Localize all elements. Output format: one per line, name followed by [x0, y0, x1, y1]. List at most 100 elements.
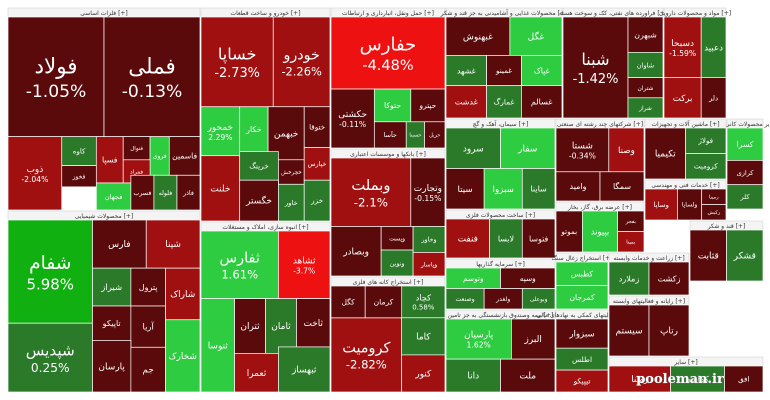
stock-tile[interactable]	[663, 16, 702, 78]
stock-tile[interactable]	[489, 218, 523, 259]
stock-tile[interactable]	[608, 261, 650, 296]
stock-tile[interactable]	[239, 151, 279, 181]
stock-tile[interactable]	[330, 157, 412, 227]
stock-tile[interactable]	[511, 318, 556, 360]
stock-tile[interactable]	[562, 16, 629, 119]
stock-tile[interactable]	[410, 88, 446, 123]
stock-tile[interactable]	[685, 127, 727, 154]
stock-tile[interactable]	[165, 267, 201, 321]
stock-symbol: فولاد	[34, 55, 77, 80]
stock-tile[interactable]	[685, 153, 727, 180]
stock-tile[interactable]	[303, 147, 331, 181]
stock-tile[interactable]	[555, 318, 609, 349]
stock-tile[interactable]	[724, 365, 764, 393]
stock-tile[interactable]	[95, 182, 132, 211]
stock-tile[interactable]	[445, 16, 511, 56]
stock-tile[interactable]	[670, 365, 725, 393]
stock-tile[interactable]	[521, 168, 556, 210]
stock-tile[interactable]	[555, 210, 583, 253]
stock-tile[interactable]	[445, 168, 485, 210]
sector-title: [+] استخراج کانه های فلزی	[353, 279, 424, 286]
stock-tile[interactable]	[424, 121, 446, 149]
stock-tile[interactable]	[373, 88, 412, 123]
stock-tile[interactable]	[272, 16, 331, 108]
stock-tile[interactable]	[278, 346, 331, 393]
stock-tile[interactable]	[410, 157, 446, 227]
stock-tile[interactable]	[555, 369, 609, 393]
stock-tile[interactable]	[267, 106, 305, 161]
stock-tile[interactable]	[521, 288, 556, 310]
stock-tile[interactable]	[401, 354, 446, 393]
stock-tile[interactable]	[7, 219, 93, 324]
stock-tile[interactable]	[200, 298, 235, 393]
stock-tile[interactable]	[234, 298, 266, 354]
stock-tile[interactable]	[700, 77, 727, 119]
stock-tile[interactable]	[677, 188, 703, 221]
stock-symbol: غدشت	[455, 98, 478, 107]
stock-tile[interactable]	[726, 184, 764, 210]
stock-tile[interactable]	[330, 16, 446, 90]
stock-tile[interactable]	[521, 218, 556, 259]
stock-tile[interactable]	[726, 229, 764, 282]
stock-tile[interactable]	[278, 183, 305, 222]
stock-tile[interactable]	[486, 85, 522, 119]
stock-tile[interactable]	[648, 261, 690, 296]
stock-tile[interactable]	[445, 85, 487, 119]
stock-tile[interactable]	[445, 127, 501, 169]
stock-tile[interactable]	[239, 179, 279, 222]
stock-tile[interactable]	[509, 16, 563, 56]
stock-tile[interactable]	[648, 304, 690, 357]
sector-group: [+] مواد و محصولات دارویی برکت دلر دسبحا-1.…	[659, 7, 731, 119]
stock-tile[interactable]	[296, 298, 331, 348]
stock-tile[interactable]	[627, 97, 664, 119]
stock-tile[interactable]	[555, 171, 601, 202]
stock-tile[interactable]	[445, 218, 490, 259]
stock-tile[interactable]	[330, 317, 403, 393]
stock-tile[interactable]	[200, 106, 241, 157]
stock-tile[interactable]	[200, 16, 274, 108]
stock-tile[interactable]	[412, 226, 446, 253]
stock-tile[interactable]	[689, 229, 727, 282]
stock-tile[interactable]	[145, 219, 201, 269]
stock-tile[interactable]	[608, 365, 671, 393]
stock-tile[interactable]	[303, 179, 331, 222]
stock-tile[interactable]	[265, 298, 297, 354]
stock-tile[interactable]	[445, 358, 501, 393]
stock-tile[interactable]	[617, 231, 645, 253]
stock-tile[interactable]	[726, 127, 764, 161]
stock-tile[interactable]	[234, 353, 279, 393]
stock-tile[interactable]	[483, 168, 523, 210]
stock-tile[interactable]	[330, 88, 375, 149]
stock-tile[interactable]	[599, 171, 645, 202]
stock-tile[interactable]	[500, 127, 556, 169]
stock-tile[interactable]	[500, 358, 556, 393]
stock-tile[interactable]	[644, 188, 678, 221]
stock-tile[interactable]	[303, 106, 331, 148]
stock-tile[interactable]	[364, 285, 403, 319]
stock-tile[interactable]	[239, 106, 269, 152]
stock-tile[interactable]	[412, 252, 446, 277]
stock-tile[interactable]	[373, 121, 407, 149]
stock-tile[interactable]	[608, 304, 650, 357]
stock-tile[interactable]	[700, 16, 727, 78]
stock-tile[interactable]	[176, 174, 201, 211]
stock-tile[interactable]	[582, 210, 618, 253]
stock-tile[interactable]	[130, 346, 166, 393]
stock-tile[interactable]	[726, 160, 764, 186]
stock-tile[interactable]	[165, 319, 201, 393]
stock-tile[interactable]	[130, 267, 166, 307]
stock-tile[interactable]	[521, 85, 563, 119]
stock-symbol: سرود	[463, 144, 484, 154]
stock-tile[interactable]	[644, 127, 686, 180]
stock-tile[interactable]	[555, 285, 609, 310]
stock-tile[interactable]	[701, 204, 727, 221]
stock-tile[interactable]	[278, 230, 331, 299]
stock-symbol: دسبحا	[671, 39, 694, 49]
stock-tile[interactable]	[401, 317, 446, 356]
stock-tile[interactable]	[627, 51, 664, 78]
stock-tile[interactable]	[92, 340, 132, 393]
stock-tile[interactable]	[627, 16, 664, 53]
stock-tile[interactable]	[330, 226, 382, 277]
stock-symbol: ملت	[519, 372, 536, 382]
stock-tile[interactable]	[7, 322, 93, 393]
